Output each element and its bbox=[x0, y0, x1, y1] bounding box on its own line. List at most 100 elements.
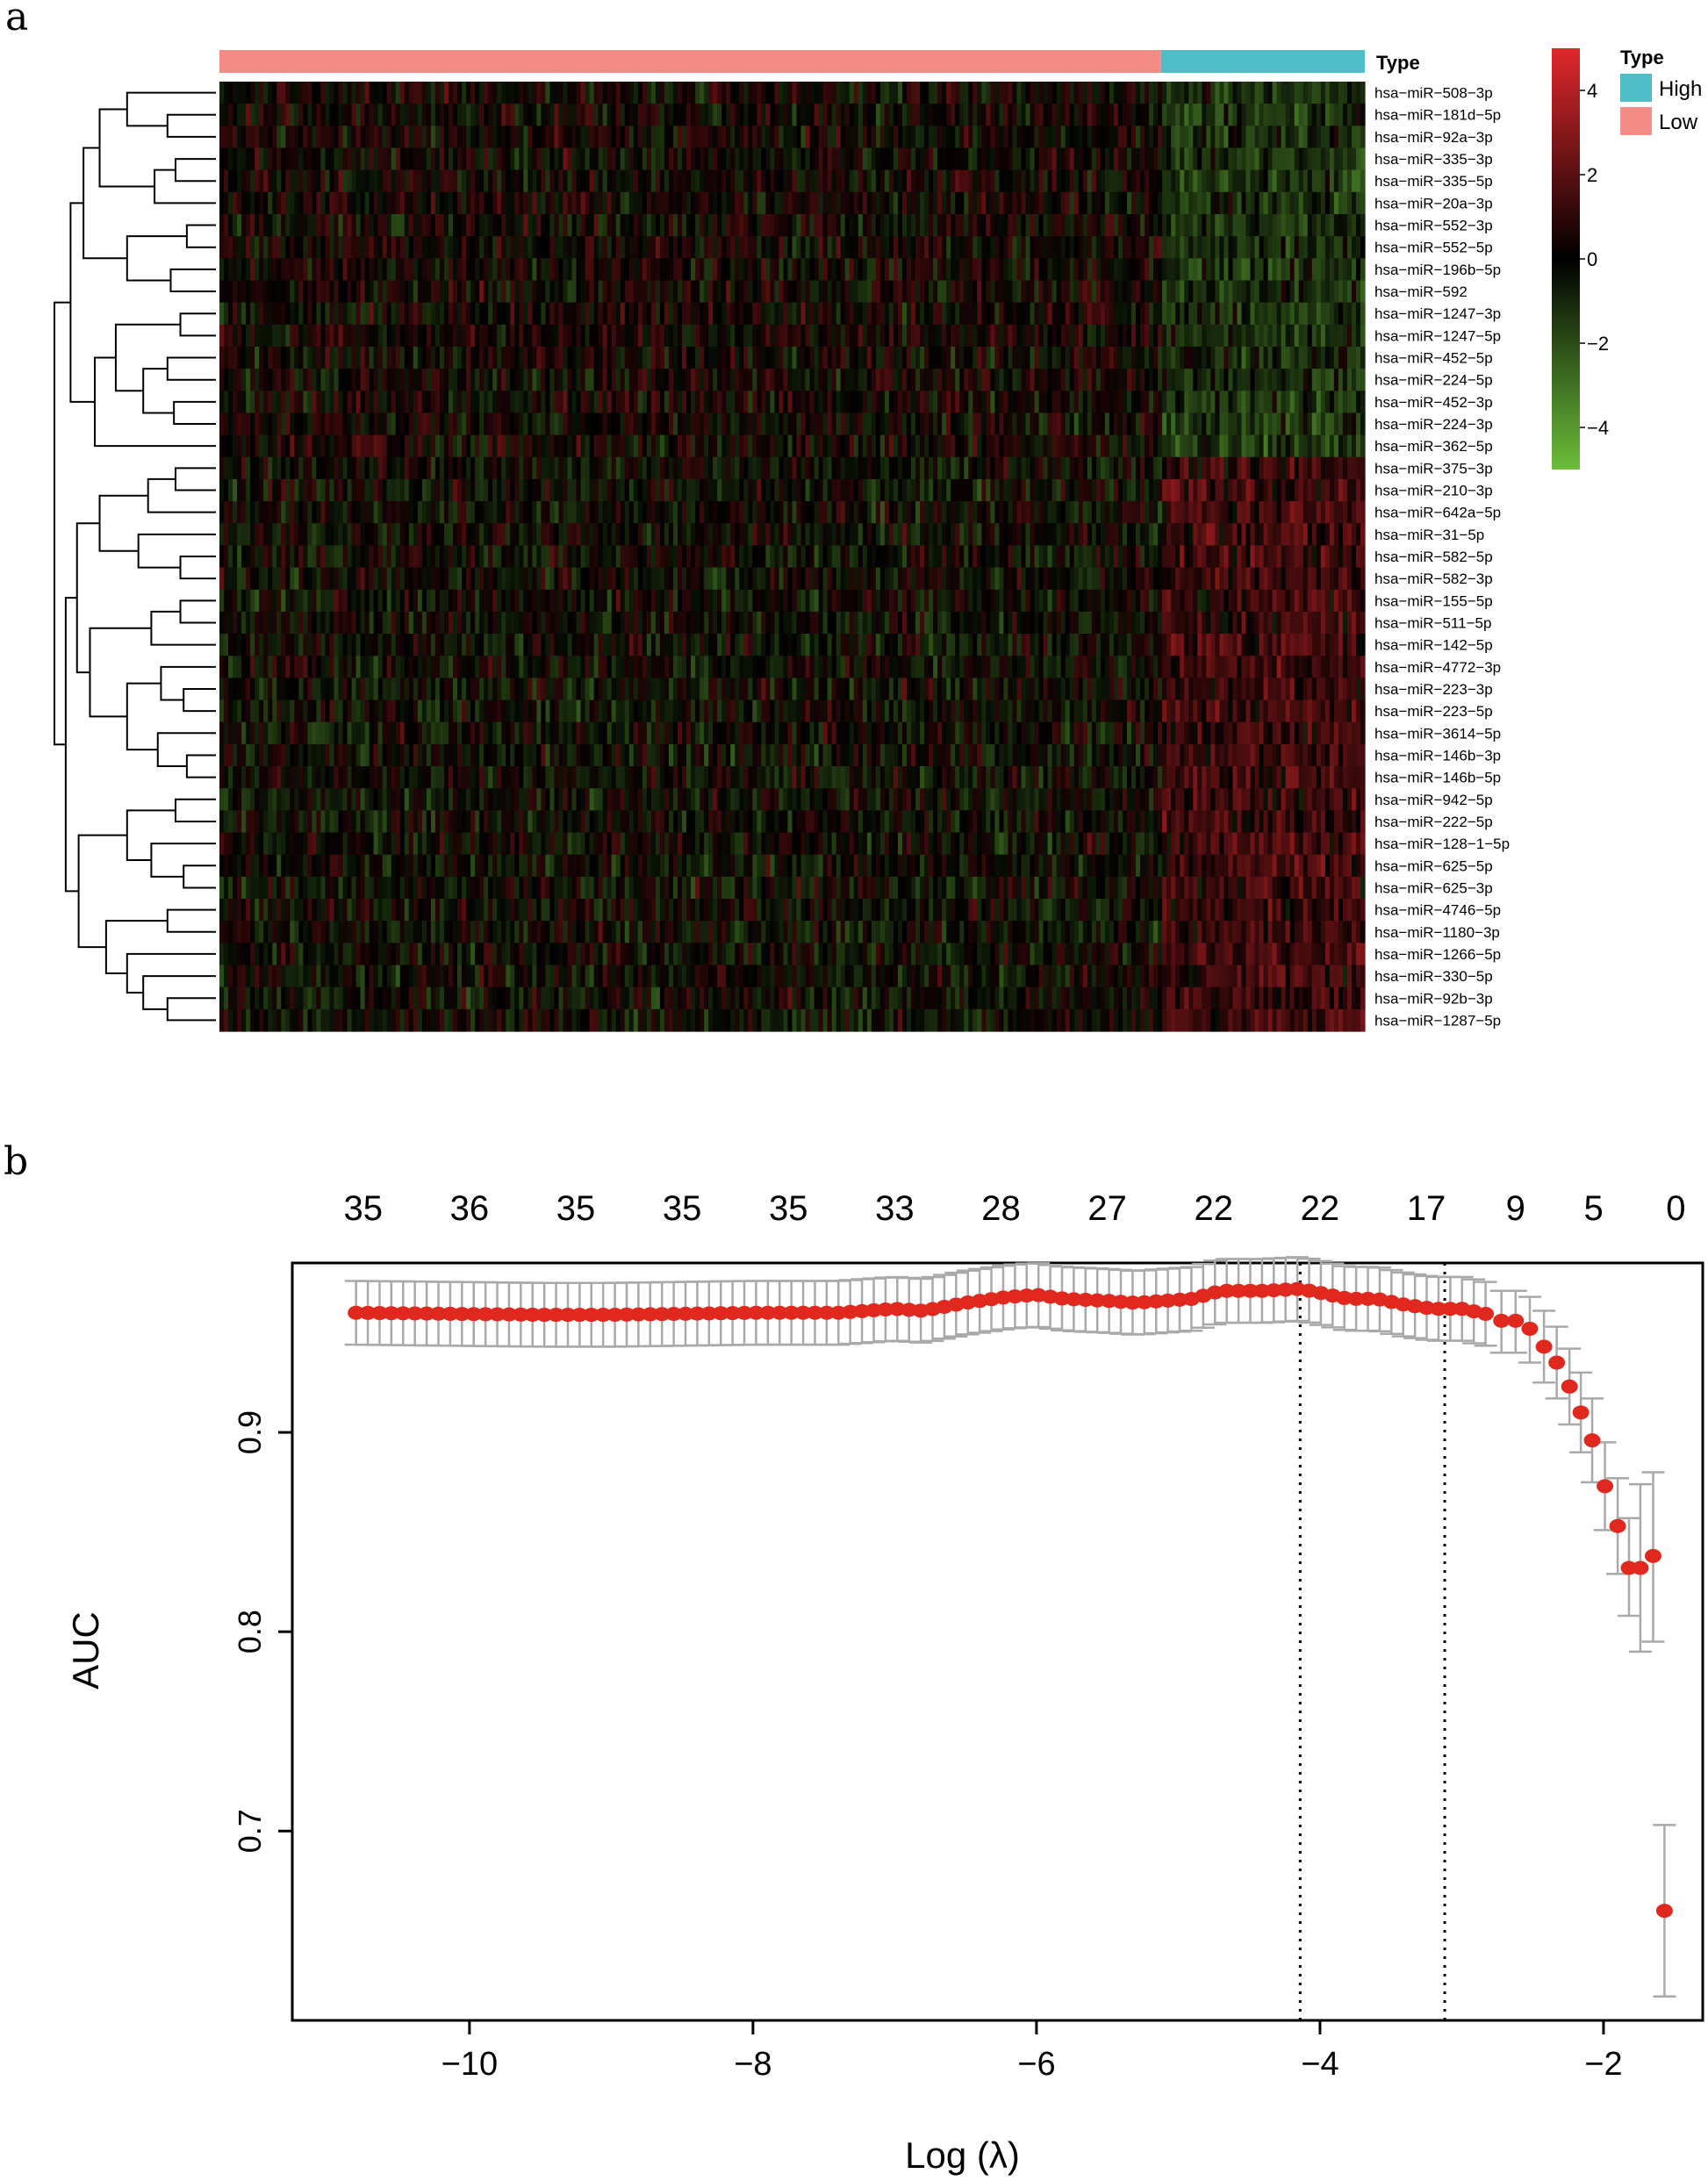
heatmap-cell bbox=[1021, 258, 1027, 282]
heatmap-cell bbox=[426, 280, 432, 304]
heatmap-cell bbox=[611, 147, 617, 171]
heatmap-cell bbox=[897, 213, 903, 237]
heatmap-cell bbox=[1056, 126, 1062, 149]
heatmap-cell bbox=[259, 236, 264, 259]
heatmap-cell bbox=[571, 456, 578, 480]
heatmap-cell bbox=[664, 413, 670, 436]
heatmap-cell bbox=[307, 258, 312, 282]
heatmap-cell bbox=[342, 104, 348, 126]
heatmap-cell bbox=[1324, 280, 1331, 304]
heatmap-cell bbox=[514, 213, 520, 237]
heatmap-cell bbox=[382, 369, 388, 391]
heatmap-cell bbox=[929, 82, 934, 104]
heatmap-cell bbox=[994, 280, 1000, 304]
heatmap-cell bbox=[1311, 213, 1317, 237]
heatmap-cell bbox=[1338, 302, 1344, 326]
heatmap-cell bbox=[805, 324, 811, 348]
heatmap-cell bbox=[628, 147, 635, 171]
heatmap-cell bbox=[492, 280, 498, 304]
heatmap-cell bbox=[990, 369, 995, 391]
heatmap-cell bbox=[1025, 280, 1031, 304]
heatmap-cell bbox=[915, 302, 921, 326]
heatmap-cell bbox=[757, 126, 762, 149]
heatmap-cell bbox=[1153, 169, 1159, 193]
heatmap-cell bbox=[527, 280, 533, 304]
heatmap-cell bbox=[268, 191, 273, 215]
heatmap-cell bbox=[338, 280, 344, 304]
heatmap-cell bbox=[1298, 169, 1304, 193]
heatmap-cell bbox=[1122, 126, 1128, 149]
heatmap-cell bbox=[1355, 324, 1361, 348]
heatmap-cell bbox=[1188, 391, 1194, 414]
heatmap-cell bbox=[457, 258, 463, 282]
heatmap-cell bbox=[1113, 147, 1119, 171]
heatmap-cell bbox=[853, 104, 859, 126]
heatmap-cell bbox=[1091, 346, 1097, 369]
heatmap-cell bbox=[1250, 236, 1256, 259]
heatmap-cell bbox=[1069, 369, 1075, 391]
heatmap-cell bbox=[426, 213, 432, 237]
heatmap-cell bbox=[488, 324, 493, 348]
heatmap-cell bbox=[532, 169, 537, 193]
heatmap-cell bbox=[787, 147, 793, 171]
heatmap-cell bbox=[1351, 213, 1357, 237]
heatmap-cell bbox=[783, 391, 789, 414]
heatmap-cell bbox=[752, 147, 757, 171]
heatmap-cell bbox=[668, 169, 674, 193]
heatmap-cell bbox=[430, 191, 436, 215]
heatmap-cell bbox=[430, 280, 436, 304]
heatmap-cell bbox=[822, 104, 829, 126]
heatmap-cell bbox=[1117, 346, 1123, 369]
heatmap-cell bbox=[285, 258, 291, 282]
heatmap-cell bbox=[726, 346, 731, 369]
heatmap-cell bbox=[377, 126, 384, 149]
heatmap-cell bbox=[990, 258, 995, 282]
heatmap-cell bbox=[1228, 126, 1234, 149]
heatmap-cell bbox=[1298, 324, 1304, 348]
heatmap-cell bbox=[668, 302, 674, 326]
heatmap-cell bbox=[1281, 346, 1287, 369]
heatmap-cell bbox=[757, 280, 762, 304]
heatmap-cell bbox=[1158, 478, 1163, 502]
heatmap-cell bbox=[545, 258, 551, 282]
heatmap-cell bbox=[937, 258, 943, 282]
heatmap-cell bbox=[523, 104, 528, 126]
heatmap-cell bbox=[1175, 434, 1181, 458]
heatmap-cell bbox=[1016, 169, 1023, 193]
heatmap-cell bbox=[272, 82, 277, 104]
heatmap-cell bbox=[783, 213, 789, 237]
heatmap-cell bbox=[1126, 104, 1132, 126]
heatmap-cell bbox=[691, 434, 696, 458]
heatmap-cell bbox=[818, 82, 824, 104]
heatmap-cell bbox=[549, 478, 556, 502]
heatmap-cell bbox=[307, 236, 312, 259]
heatmap-cell bbox=[1351, 104, 1357, 126]
heatmap-cell bbox=[479, 258, 484, 282]
heatmap-cell bbox=[355, 258, 362, 282]
heatmap-cell bbox=[1056, 191, 1062, 215]
heatmap-cell bbox=[700, 169, 705, 193]
heatmap-cell bbox=[611, 324, 617, 348]
heatmap-cell bbox=[1342, 324, 1348, 348]
heatmap-cell bbox=[1324, 147, 1331, 171]
heatmap-cell bbox=[792, 280, 798, 304]
heatmap-cell bbox=[1320, 324, 1326, 348]
heatmap-cell bbox=[576, 191, 582, 215]
heatmap-cell bbox=[342, 346, 348, 369]
heatmap-cell bbox=[1355, 280, 1361, 304]
heatmap-cell bbox=[986, 82, 991, 104]
heatmap-cell bbox=[532, 324, 537, 348]
heatmap-cell bbox=[1285, 280, 1291, 304]
heatmap-cell bbox=[853, 169, 859, 193]
heatmap-cell bbox=[1219, 213, 1224, 237]
heatmap-cell bbox=[800, 191, 807, 215]
heatmap-cell bbox=[748, 434, 753, 458]
heatmap-cell bbox=[246, 147, 251, 171]
heatmap-cell bbox=[999, 191, 1005, 215]
heatmap-cell bbox=[532, 391, 537, 414]
heatmap-cell bbox=[642, 391, 648, 414]
heatmap-cell bbox=[1008, 236, 1014, 259]
heatmap-cell bbox=[523, 456, 528, 480]
heatmap-cell bbox=[382, 82, 388, 104]
heatmap-cell bbox=[937, 302, 943, 326]
